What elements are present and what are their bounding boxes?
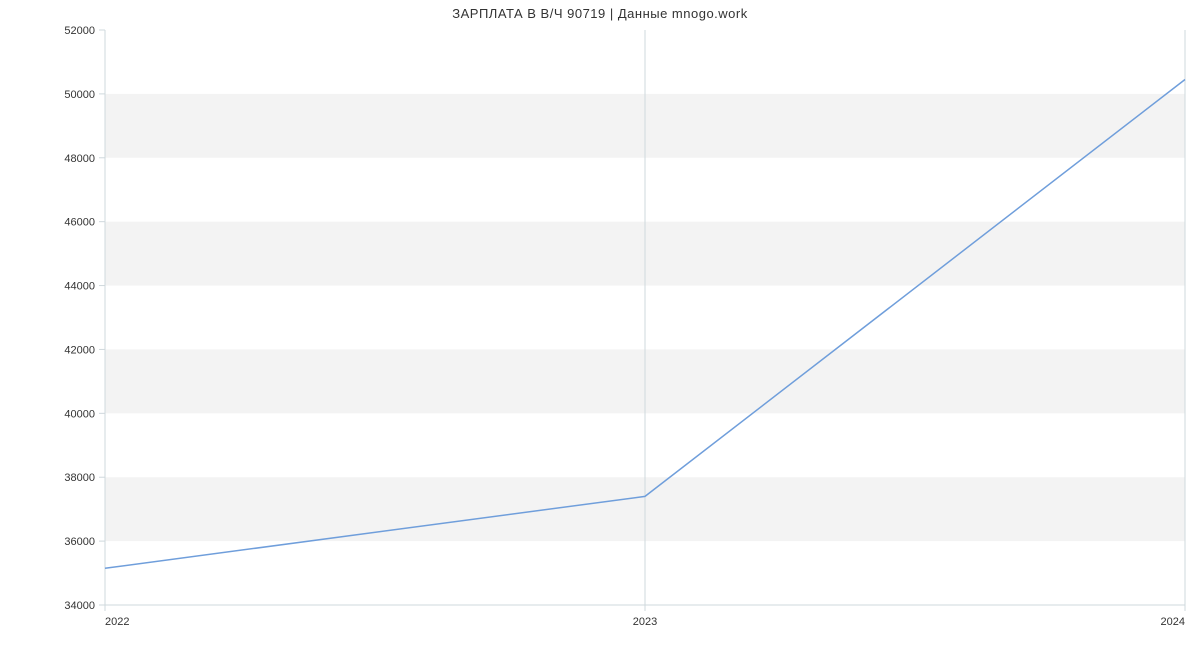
y-tick-label: 38000 bbox=[64, 472, 95, 484]
x-tick-label: 2022 bbox=[105, 616, 129, 628]
y-tick-label: 52000 bbox=[64, 25, 95, 37]
y-tick-label: 40000 bbox=[64, 408, 95, 420]
y-tick-label: 44000 bbox=[64, 281, 95, 293]
y-tick-label: 46000 bbox=[64, 217, 95, 229]
x-tick-label: 2023 bbox=[633, 616, 657, 628]
y-tick-label: 34000 bbox=[64, 600, 95, 612]
x-tick-label: 2024 bbox=[1161, 616, 1185, 628]
salary-line-chart: ЗАРПЛАТА В В/Ч 90719 | Данные mnogo.work… bbox=[0, 0, 1200, 650]
y-tick-label: 48000 bbox=[64, 153, 95, 165]
y-tick-label: 50000 bbox=[64, 89, 95, 101]
y-tick-label: 36000 bbox=[64, 536, 95, 548]
y-tick-label: 42000 bbox=[64, 344, 95, 356]
chart-svg: 34000 36000 38000 40000 42000 44000 46000 48000… bbox=[0, 0, 1200, 650]
